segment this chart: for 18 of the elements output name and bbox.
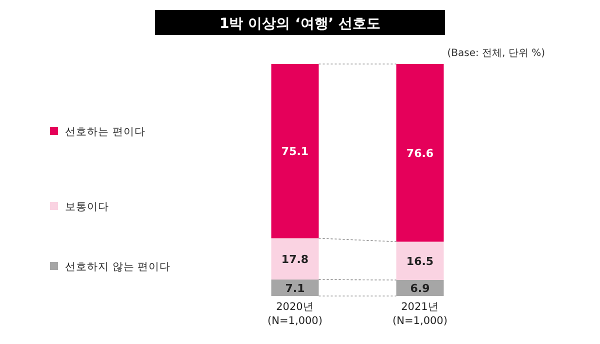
data-label: 17.8 — [281, 252, 309, 266]
data-label: 6.9 — [410, 282, 430, 295]
text: (Base: 전체, 단위 %) — [447, 48, 546, 59]
legend-label: 선호하는 편이다 — [65, 126, 146, 138]
bar — [271, 64, 319, 238]
chart-title: 1박 이상의 ‘여행’ 선호도 — [220, 16, 380, 32]
x-tick-label: 2021년 (N=1,000) — [392, 301, 448, 327]
data-label: 7.1 — [285, 282, 305, 295]
bar — [396, 242, 444, 280]
legend-label: 선호하지 않는 편이다 — [65, 261, 171, 273]
data-label: 16.5 — [406, 254, 434, 268]
bar — [396, 64, 444, 242]
data-label: 76.6 — [406, 146, 434, 160]
data-label: 75.1 — [281, 145, 309, 158]
bar — [271, 280, 319, 296]
x-tick-label: 2020년 (N=1,000) — [268, 301, 322, 327]
bar — [271, 238, 319, 280]
legend-label: 보통이다 — [65, 201, 109, 213]
